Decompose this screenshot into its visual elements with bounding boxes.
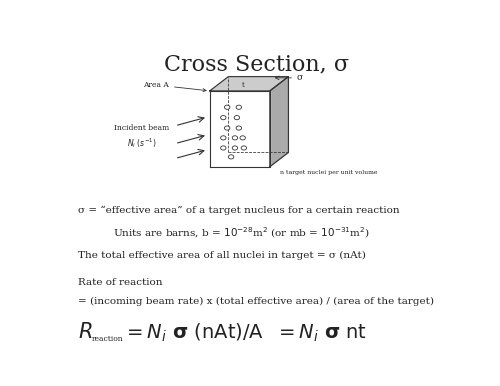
Circle shape <box>232 136 237 140</box>
Text: σ = “effective area” of a target nucleus for a certain reaction: σ = “effective area” of a target nucleus… <box>78 205 400 215</box>
Text: $N_i\ (s^{-1})$: $N_i\ (s^{-1})$ <box>127 136 157 150</box>
Circle shape <box>228 155 234 159</box>
Text: = (incoming beam rate) x (total effective area) / (area of the target): = (incoming beam rate) x (total effectiv… <box>78 297 434 306</box>
Text: $\mathit{R}$: $\mathit{R}$ <box>78 322 92 342</box>
Text: $= \mathit{N}_i\ \mathbf{\sigma}\ \mathrm{(nAt)/A}\ \ = \mathit{N}_i\ \mathbf{\s: $= \mathit{N}_i\ \mathbf{\sigma}\ \mathr… <box>122 322 366 344</box>
Circle shape <box>224 105 230 109</box>
Text: Cross Section, σ: Cross Section, σ <box>164 54 349 76</box>
Text: n target nuclei per unit volume: n target nuclei per unit volume <box>280 170 377 175</box>
Polygon shape <box>270 77 288 167</box>
Polygon shape <box>210 77 288 91</box>
Text: reaction: reaction <box>92 335 123 343</box>
Circle shape <box>224 126 230 130</box>
Circle shape <box>241 146 246 150</box>
Text: Units are barns, b = $10^{-28}$m$^2$ (or mb = $10^{-31}$m$^2$): Units are barns, b = $10^{-28}$m$^2$ (or… <box>113 225 370 240</box>
Text: Area A: Area A <box>143 81 206 92</box>
Circle shape <box>232 146 237 150</box>
Text: The total effective area of all nuclei in target = σ (nAt): The total effective area of all nuclei i… <box>78 251 366 260</box>
Circle shape <box>236 126 242 130</box>
Text: σ: σ <box>276 73 303 82</box>
Circle shape <box>220 136 226 140</box>
Circle shape <box>220 146 226 150</box>
Circle shape <box>220 115 226 120</box>
Circle shape <box>240 136 246 140</box>
Text: t: t <box>242 81 245 90</box>
Circle shape <box>234 115 239 120</box>
Text: Rate of reaction: Rate of reaction <box>78 278 162 286</box>
Text: Incident beam: Incident beam <box>114 124 170 132</box>
Circle shape <box>236 105 242 109</box>
Polygon shape <box>210 91 270 167</box>
